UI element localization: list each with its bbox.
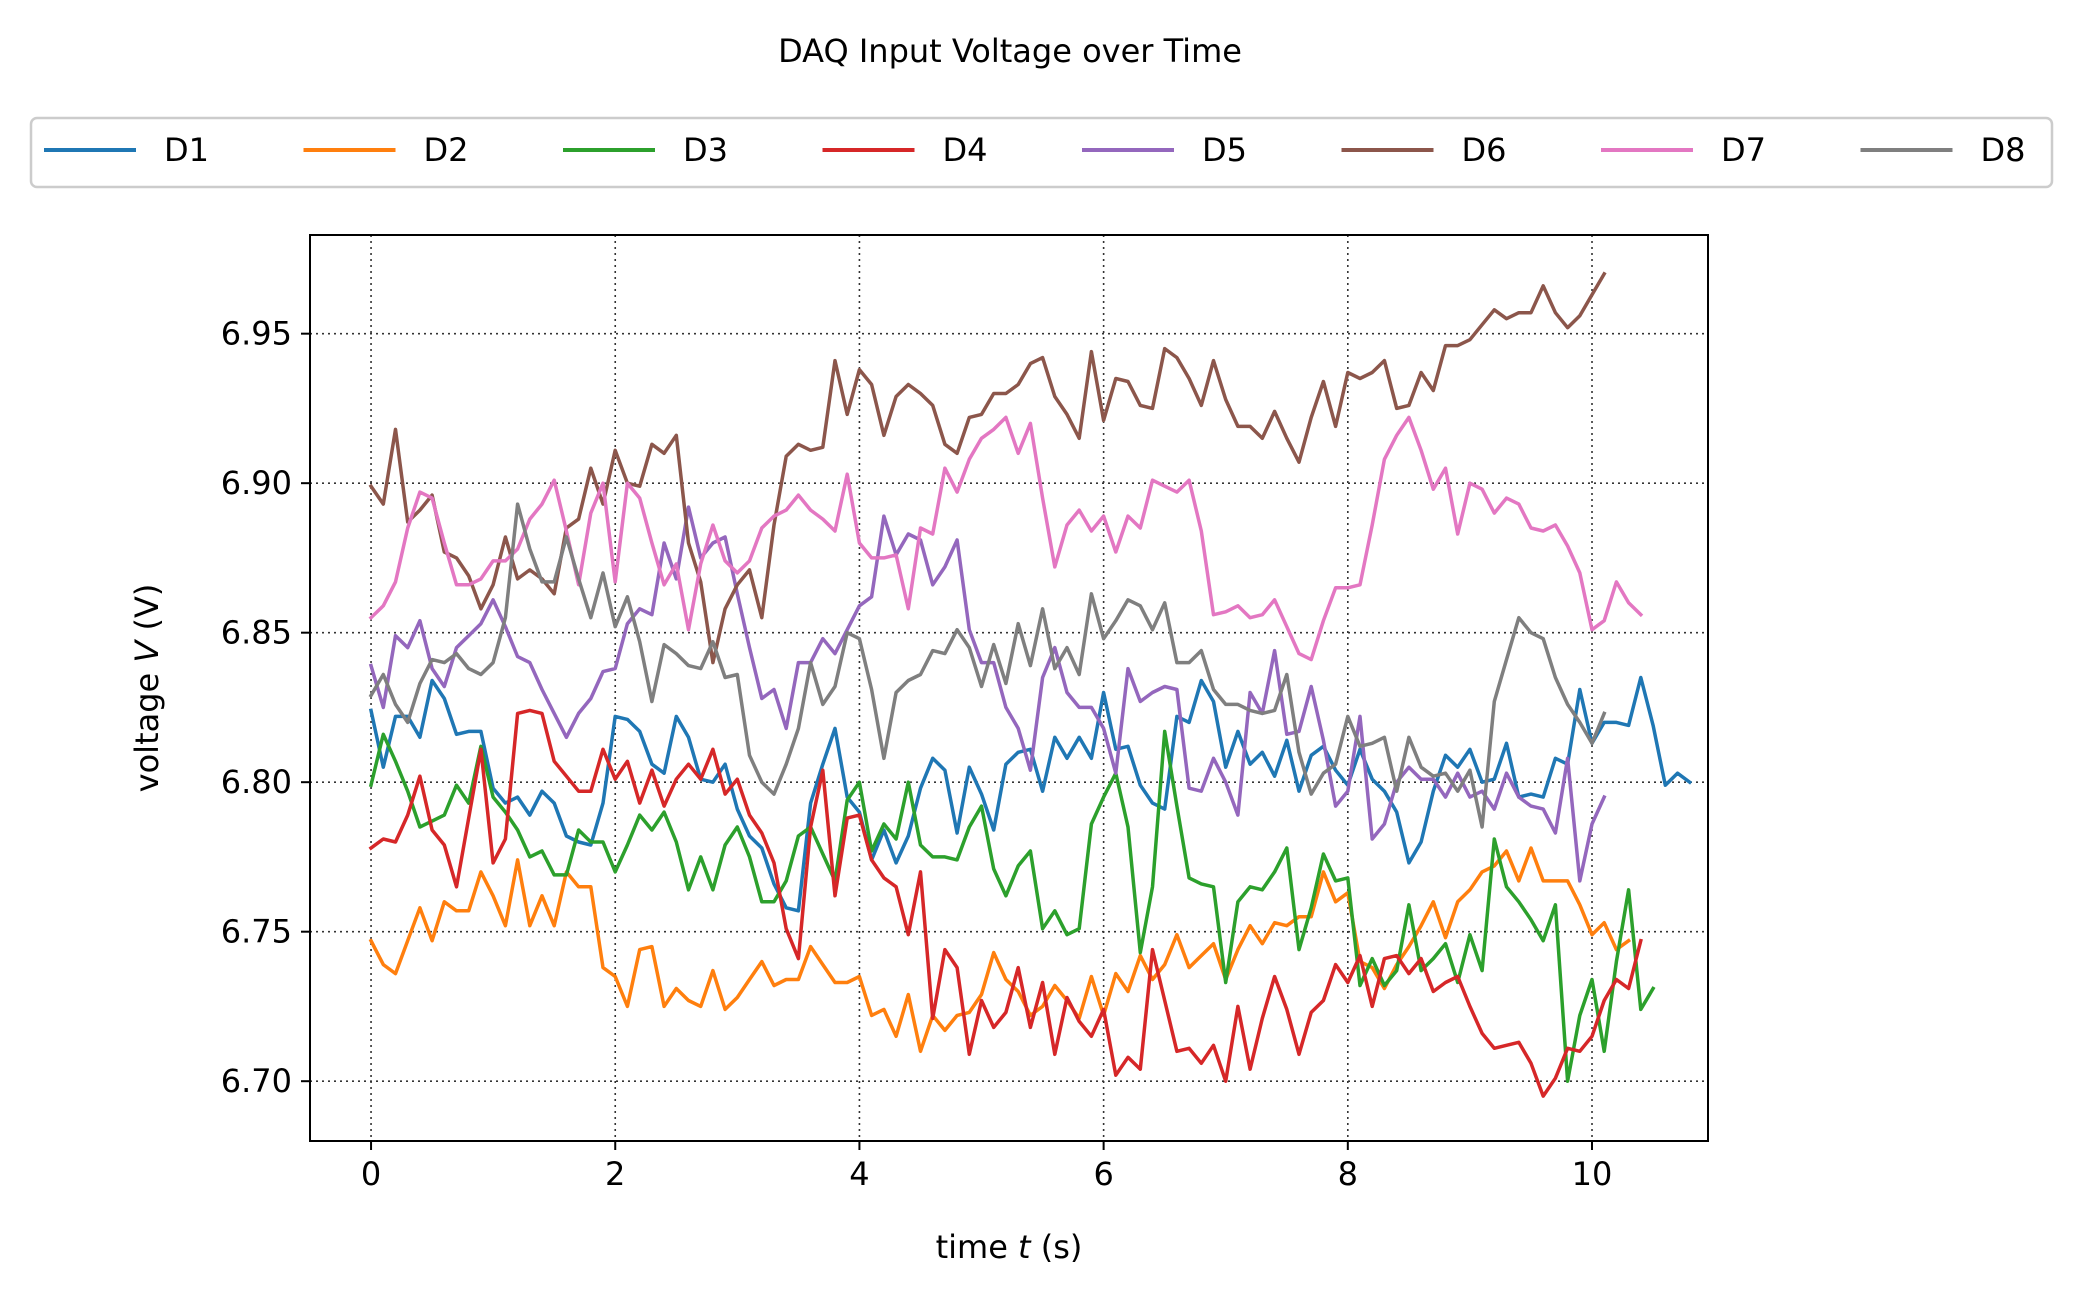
legend-label: D1 — [164, 131, 209, 169]
legend-item-d8: D8 — [1860, 131, 2026, 169]
y-axis-label: voltage V (V) — [128, 584, 166, 793]
y-tick-label: 6.85 — [221, 614, 292, 652]
x-tick-label: 6 — [1093, 1155, 1113, 1193]
legend-frame — [29, 116, 2054, 189]
legend-item-d3: D3 — [563, 131, 728, 169]
y-tick-label: 6.80 — [221, 763, 292, 801]
legend-label: D2 — [424, 131, 469, 169]
y-tick-label: 6.75 — [221, 913, 292, 951]
legend-label: D4 — [943, 131, 988, 169]
legend-item-d7: D7 — [1601, 131, 1766, 169]
x-tick-label: 4 — [849, 1155, 869, 1193]
x-axis-label: time t (s) — [936, 1228, 1083, 1266]
legend-label: D6 — [1462, 131, 1507, 169]
plot-area: 0 2 4 6 8 10 6.70 6.75 6.80 6.85 6.90 6.95 — [221, 234, 1709, 1193]
legend-label: D5 — [1202, 131, 1247, 169]
y-tick-label: 6.90 — [221, 464, 292, 502]
y-tick-label: 6.95 — [221, 315, 292, 353]
y-tick-label: 6.70 — [221, 1062, 292, 1100]
series-line-d1 — [368, 675, 1693, 913]
legend-label: D3 — [683, 131, 728, 169]
plot-frame — [309, 234, 1709, 1142]
x-tick-label: 2 — [605, 1155, 625, 1193]
x-tick-label: 8 — [1338, 1155, 1358, 1193]
legend-label: D7 — [1721, 131, 1766, 169]
legend-item-d1: D1 — [44, 131, 209, 169]
x-tick-label: 0 — [361, 1155, 381, 1193]
series-line-d4 — [368, 708, 1643, 1098]
series-line-d2 — [368, 846, 1632, 1054]
series-line-d6 — [368, 271, 1607, 665]
chart-title: DAQ Input Voltage over Time — [778, 32, 1242, 70]
legend-item-d2: D2 — [303, 131, 469, 169]
legend-item-d4: D4 — [822, 131, 988, 169]
legend-label: D8 — [1981, 131, 2026, 169]
legend-item-d5: D5 — [1082, 131, 1247, 169]
series-line-d7 — [368, 415, 1644, 662]
legend-item-d6: D6 — [1341, 131, 1507, 169]
x-tick-label: 10 — [1572, 1155, 1613, 1193]
series-line-d3 — [368, 729, 1656, 1083]
series-line-d8 — [368, 502, 1607, 829]
legend: D1 D2 D3 D4 D5 D6 D7 D8 — [29, 116, 2054, 189]
